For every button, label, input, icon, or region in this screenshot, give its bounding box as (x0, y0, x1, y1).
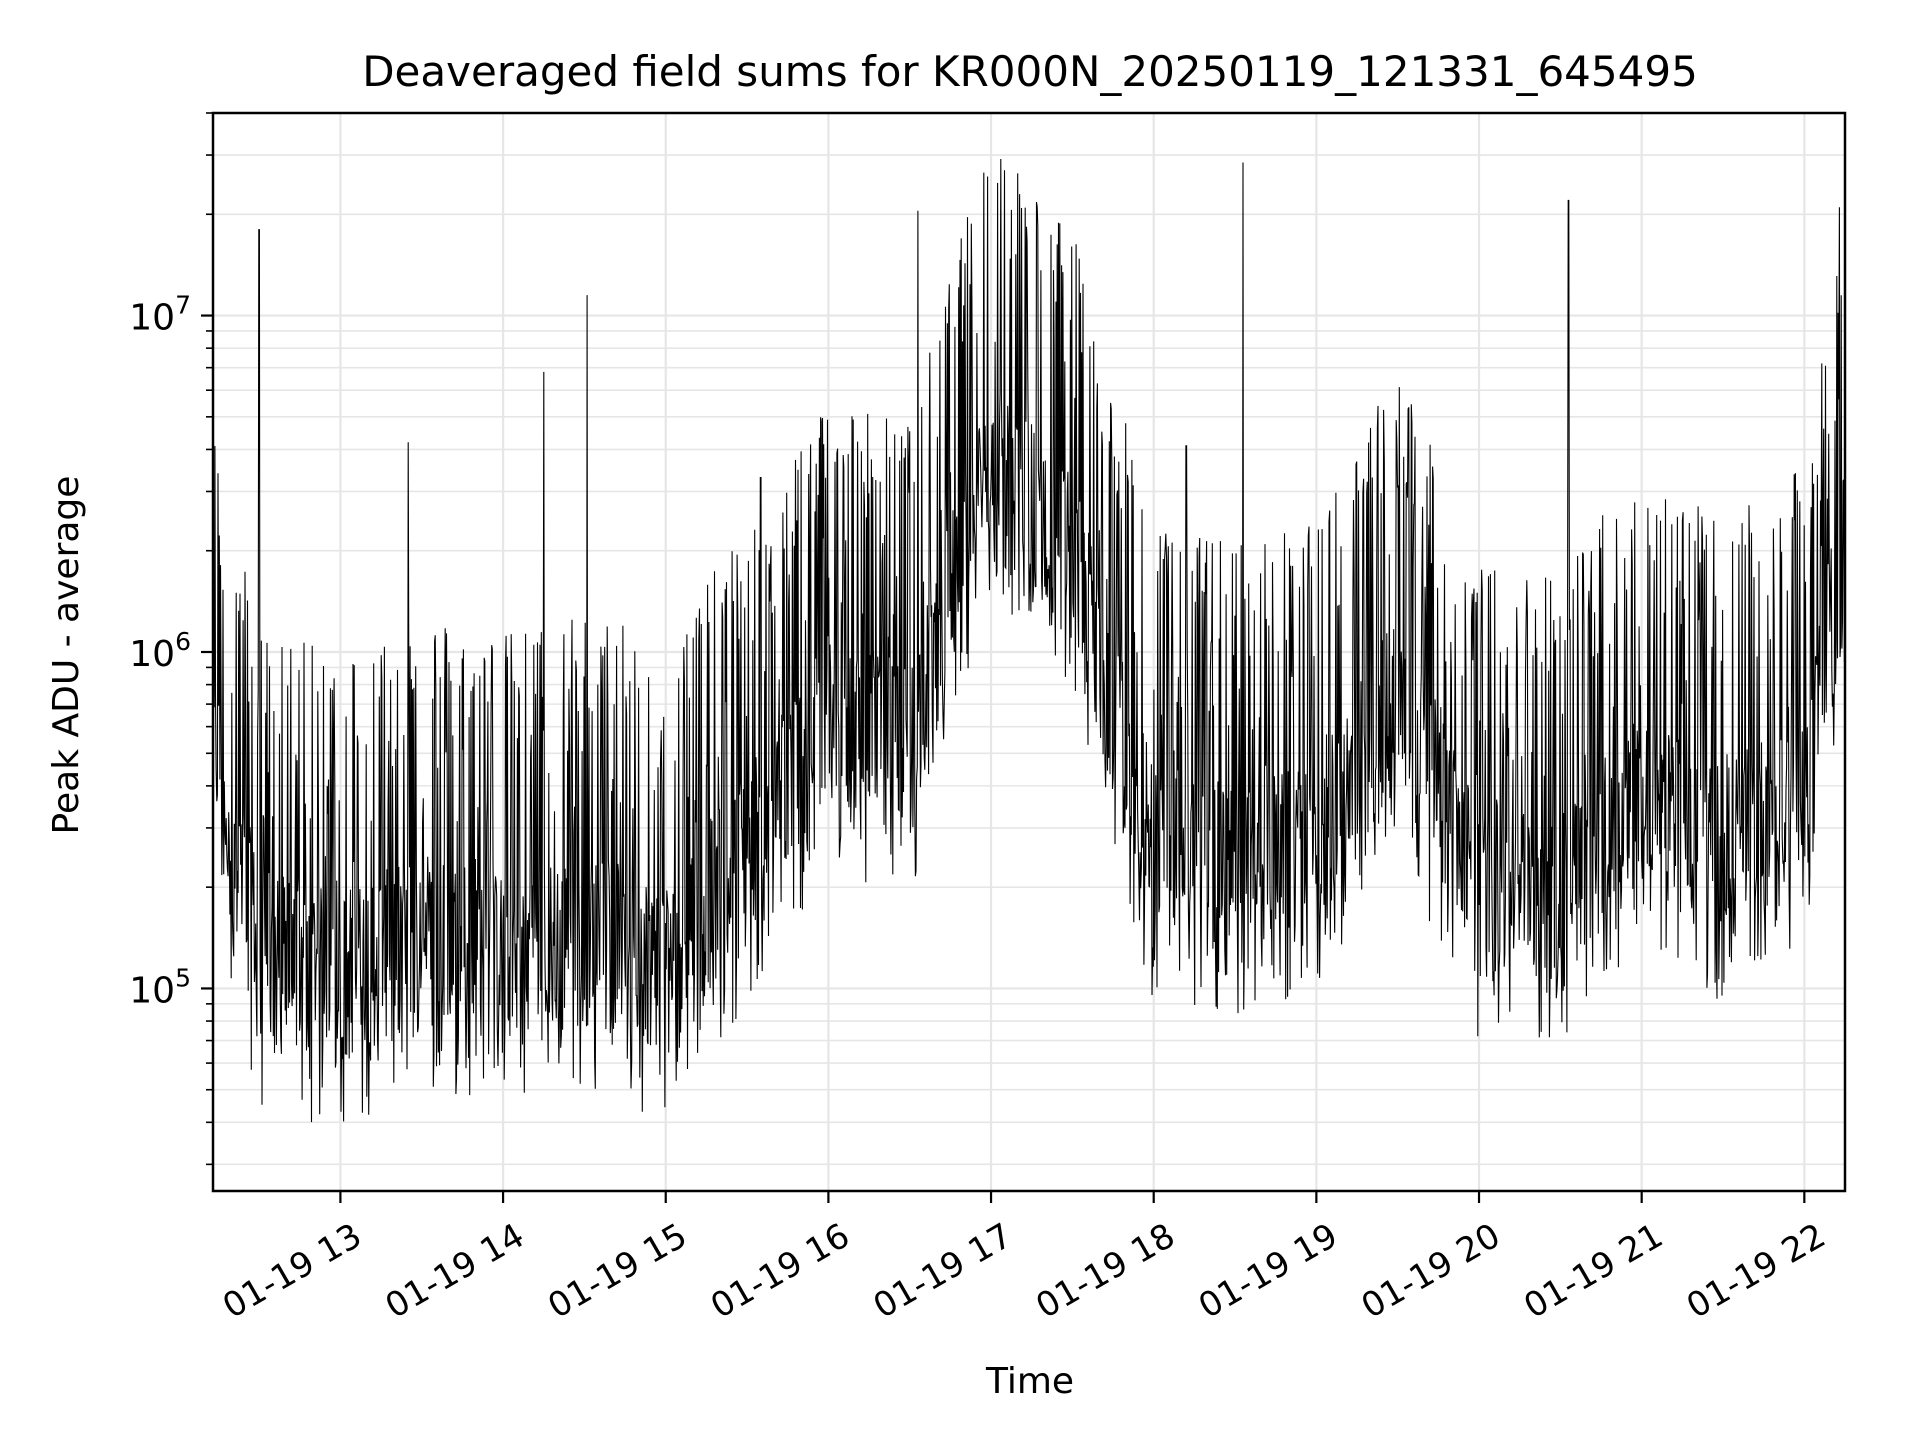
y-tick-label: 106 (129, 627, 191, 675)
y-tick-label: 105 (129, 963, 191, 1011)
chart-title: Deaveraged field sums for KR000N_2025011… (362, 47, 1698, 96)
series-line (212, 158, 1846, 1123)
y-tick-label: 107 (129, 291, 191, 339)
y-axis-label: Peak ADU - average (46, 476, 87, 835)
x-axis-label: Time (985, 1361, 1074, 1402)
series-path (212, 158, 1846, 1123)
